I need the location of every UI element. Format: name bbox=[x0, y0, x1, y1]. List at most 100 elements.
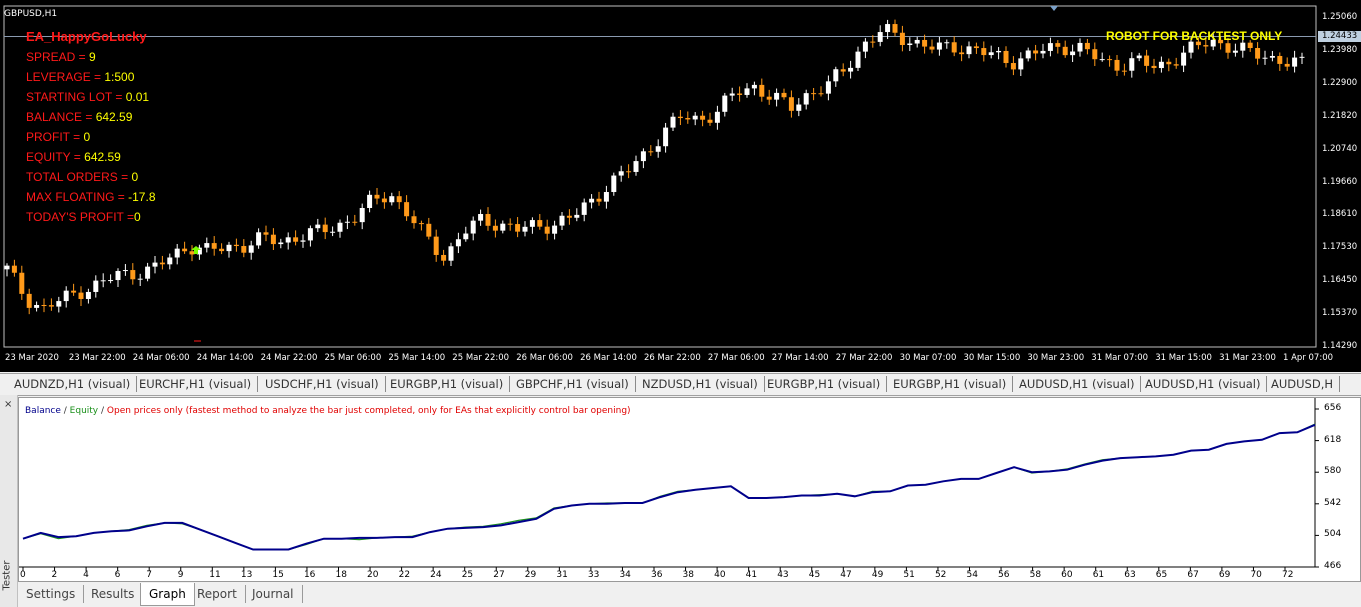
symbol-tab[interactable]: AUDUSD,H1 (visual) bbox=[1013, 376, 1142, 392]
candlestick bbox=[685, 111, 691, 124]
time-tick-label: 31 Mar 15:00 bbox=[1155, 353, 1212, 363]
candlestick bbox=[285, 232, 291, 250]
tab-settings[interactable]: Settings bbox=[18, 585, 85, 603]
candlestick bbox=[1181, 45, 1187, 73]
graph-y-tick-label: 580 bbox=[1324, 466, 1342, 477]
plot-frame bbox=[3, 5, 1317, 348]
candlestick bbox=[1136, 52, 1142, 62]
candlestick bbox=[167, 253, 173, 270]
candlestick bbox=[1195, 37, 1201, 50]
candlestick bbox=[722, 92, 728, 117]
candlestick bbox=[426, 217, 432, 240]
graph-x-tick-label: 31 bbox=[556, 570, 568, 580]
candlestick bbox=[145, 262, 151, 282]
candlestick bbox=[848, 60, 854, 79]
symbol-tab[interactable]: GBPCHF,H1 (visual) bbox=[510, 376, 636, 392]
tab-graph[interactable]: Graph bbox=[140, 583, 195, 606]
graph-x-tick-label: 67 bbox=[1187, 570, 1199, 580]
graph-x-tick-label: 54 bbox=[966, 570, 978, 580]
candlestick bbox=[959, 45, 965, 62]
candlestick bbox=[663, 122, 669, 153]
symbol-tab[interactable]: NZDUSD,H1 (visual) bbox=[636, 376, 765, 392]
candlestick bbox=[707, 112, 713, 126]
symbol-tab[interactable]: EURGBP,H1 (visual) bbox=[887, 376, 1014, 392]
candlestick bbox=[677, 110, 683, 126]
candlestick bbox=[1084, 38, 1090, 55]
symbol-tab[interactable]: USDCHF,H1 (visual) bbox=[259, 376, 386, 392]
info-label: STARTING LOT = bbox=[26, 90, 126, 104]
candlestick bbox=[1144, 49, 1150, 73]
info-label: TOTAL ORDERS = bbox=[26, 170, 132, 184]
candlestick bbox=[589, 194, 595, 209]
candlestick bbox=[1277, 52, 1283, 71]
info-value: 0 bbox=[133, 210, 141, 224]
graph-x-tick-label: 4 bbox=[83, 570, 89, 580]
candlestick bbox=[729, 87, 735, 102]
tab-report[interactable]: Report bbox=[189, 585, 246, 603]
candlestick bbox=[1047, 37, 1053, 57]
candlestick bbox=[359, 203, 365, 230]
symbol-tab[interactable]: AUDUSD,H1 (visual) bbox=[1139, 376, 1268, 392]
candlestick bbox=[774, 88, 780, 107]
tab-journal[interactable]: Journal bbox=[244, 585, 303, 603]
candlestick bbox=[529, 217, 535, 234]
candlestick bbox=[996, 47, 1002, 60]
candlestick bbox=[537, 214, 543, 230]
candlestick bbox=[907, 37, 913, 52]
candlestick bbox=[618, 165, 624, 182]
info-label: PROFIT = bbox=[26, 130, 84, 144]
candlestick bbox=[1003, 46, 1009, 68]
candlestick bbox=[929, 39, 935, 54]
candlestick bbox=[574, 208, 580, 222]
tester-side-label: Tester bbox=[1, 560, 13, 591]
candlestick bbox=[892, 19, 898, 37]
symbol-tab[interactable]: EURGBP,H1 (visual) bbox=[761, 376, 888, 392]
candlestick bbox=[71, 283, 77, 296]
legend-model: Open prices only (fastest method to anal… bbox=[106, 406, 631, 416]
price-tick-label: 1.19660 bbox=[1322, 176, 1358, 187]
symbol-tab[interactable]: AUDNZD,H1 (visual) bbox=[8, 376, 138, 392]
candlestick bbox=[182, 241, 188, 254]
graph-y-tick-label: 466 bbox=[1324, 561, 1342, 571]
price-chart-panel[interactable]: GBPUSD,H1 EA_HappyGoLucky SPREAD = 9 LEVE… bbox=[0, 0, 1361, 372]
close-icon[interactable]: × bbox=[4, 399, 13, 410]
candlestick bbox=[885, 19, 891, 40]
candlestick bbox=[515, 217, 521, 238]
candlestick bbox=[1107, 55, 1113, 67]
candlestick bbox=[655, 139, 661, 158]
info-value: 1:500 bbox=[104, 70, 135, 84]
buy-arrow-icon bbox=[191, 246, 201, 254]
time-tick-label: 26 Mar 14:00 bbox=[580, 353, 637, 363]
info-label: LEVERAGE = bbox=[26, 70, 105, 84]
symbol-tab[interactable]: EURCHF,H1 (visual) bbox=[133, 376, 259, 392]
graph-x-tick-label: 61 bbox=[1092, 570, 1105, 580]
candlestick bbox=[951, 36, 957, 57]
candlestick bbox=[1188, 37, 1194, 59]
symbol-tab[interactable]: EURGBP,H1 (visual) bbox=[384, 376, 511, 392]
time-tick-label: 24 Mar 14:00 bbox=[196, 353, 254, 363]
time-tick-label: 23 Mar 2020 bbox=[5, 353, 59, 363]
candlestick bbox=[433, 229, 439, 262]
candlestick bbox=[611, 172, 617, 196]
candlestick bbox=[204, 237, 210, 253]
symbol-tab[interactable]: AUDUSD,H bbox=[1265, 376, 1341, 392]
candlestick bbox=[315, 218, 321, 233]
info-label: SPREAD = bbox=[26, 50, 90, 64]
graph-x-tick-label: 27 bbox=[493, 570, 505, 580]
graph-x-tick-label: 2 bbox=[51, 570, 58, 580]
candlestick bbox=[566, 209, 572, 225]
time-tick-label: 27 Mar 22:00 bbox=[835, 353, 893, 363]
ea-name: EA_HappyGoLucky bbox=[26, 29, 147, 44]
time-tick-label: 30 Mar 15:00 bbox=[963, 353, 1021, 363]
candlestick bbox=[256, 228, 262, 249]
candlestick bbox=[714, 105, 720, 130]
price-tick-label: 1.14290 bbox=[1322, 341, 1358, 351]
candlestick bbox=[700, 110, 706, 127]
candlestick bbox=[626, 164, 632, 179]
candlestick bbox=[811, 88, 817, 101]
price-tick-label: 1.23980 bbox=[1322, 44, 1358, 55]
time-tick-label: 27 Mar 14:00 bbox=[771, 353, 829, 363]
tab-results[interactable]: Results bbox=[83, 585, 144, 603]
graph-x-tick-label: 52 bbox=[934, 570, 947, 580]
candlestick bbox=[1232, 43, 1238, 57]
